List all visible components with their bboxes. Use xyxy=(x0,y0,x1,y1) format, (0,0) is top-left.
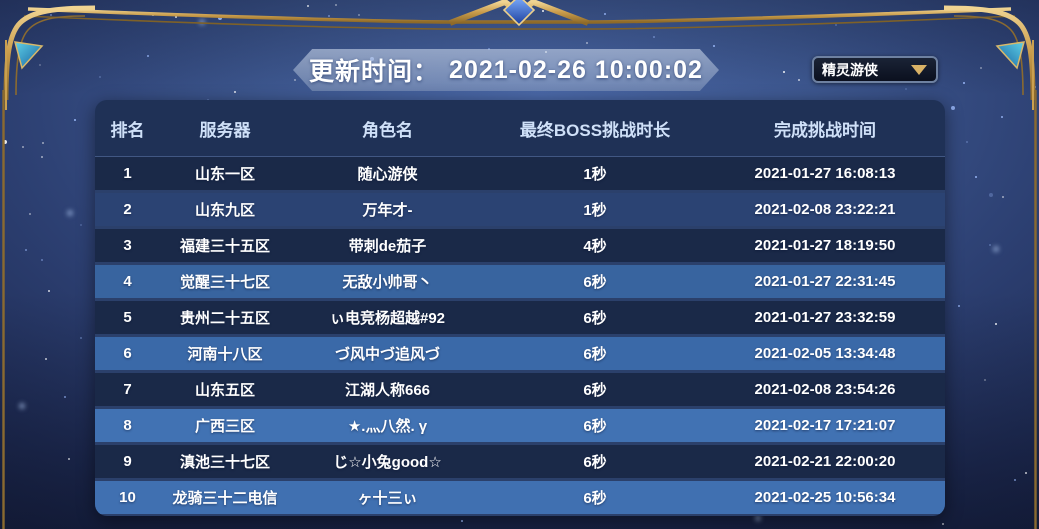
cell-finish-time: 2021-01-27 18:19:50 xyxy=(754,237,896,254)
frame-top-line xyxy=(27,7,1012,24)
cell-character: ★.灬八然. γ xyxy=(347,418,428,435)
cell-rank: 9 xyxy=(123,453,132,470)
table-row: 8 广西三区 ★.灬八然. γ 6秒 2021-02-17 17:21:07 xyxy=(95,409,945,442)
table-row: 4 觉醒三十七区 无敌小帅哥丶 6秒 2021-01-27 22:31:45 xyxy=(95,265,945,298)
update-time-value: 2021-02-26 10:00:02 xyxy=(449,55,703,84)
col-header-server: 服务器 xyxy=(199,120,251,140)
col-header-finish-time: 完成挑战时间 xyxy=(774,120,876,140)
cell-rank: 2 xyxy=(123,201,132,218)
cell-rank: 4 xyxy=(123,273,132,290)
cell-server: 山东五区 xyxy=(194,382,255,399)
starfield xyxy=(0,0,2,2)
cell-duration: 6秒 xyxy=(583,382,607,399)
table-row: 2 山东九区 万年才- 1秒 2021-02-08 23:22:21 xyxy=(95,193,945,226)
cell-server: 觉醒三十七区 xyxy=(179,274,270,291)
cell-finish-time: 2021-02-05 13:34:48 xyxy=(754,345,896,362)
cell-rank: 10 xyxy=(119,489,136,506)
cell-finish-time: 2021-02-17 17:21:07 xyxy=(754,417,896,434)
cell-duration: 1秒 xyxy=(583,202,607,219)
table-row: 7 山东五区 江湖人称666 6秒 2021-02-08 23:54:26 xyxy=(95,373,945,406)
cell-server: 河南十八区 xyxy=(187,346,263,363)
cell-server: 贵州二十五区 xyxy=(179,310,270,327)
cell-server: 山东一区 xyxy=(194,166,255,183)
cell-duration: 6秒 xyxy=(583,454,607,471)
update-time-banner: 更新时间： 2021-02-26 10:00:02 xyxy=(293,49,719,91)
cell-rank: 5 xyxy=(123,309,132,326)
cell-character: づ风中づ追风づ xyxy=(334,346,440,363)
cell-duration: 4秒 xyxy=(583,238,607,255)
cell-rank: 3 xyxy=(123,237,132,254)
table-row: 3 福建三十五区 带刺de茄子 4秒 2021-01-27 18:19:50 xyxy=(95,229,945,262)
table-body: 1 山东一区 随心游侠 1秒 2021-01-27 16:08:13 2 山东九… xyxy=(95,157,945,514)
cell-finish-time: 2021-02-08 23:22:21 xyxy=(754,201,896,218)
cell-character: 万年才- xyxy=(362,202,413,219)
leaderboard-panel: 排名 服务器 角色名 最终BOSS挑战时长 完成挑战时间 1 山东一区 随心游侠… xyxy=(95,100,945,516)
cell-server: 滇池三十七区 xyxy=(179,454,270,471)
cell-finish-time: 2021-01-27 22:31:45 xyxy=(754,273,896,290)
frame-corner-ornament xyxy=(2,5,96,529)
frame-center-chevron xyxy=(448,0,590,26)
dropdown-selected-value: 精灵游侠 xyxy=(822,61,878,78)
cell-character: ぃ电竞杨超越#92 xyxy=(329,310,446,327)
cell-character: 带刺de茄子 xyxy=(348,238,427,255)
table-row: 9 滇池三十七区 じ☆小兔good☆ 6秒 2021-02-21 22:00:2… xyxy=(95,445,945,478)
cell-finish-time: 2021-01-27 23:32:59 xyxy=(754,309,896,326)
center-gem-icon xyxy=(502,0,536,27)
cell-rank: 1 xyxy=(123,165,132,182)
cell-character: 无敌小帅哥丶 xyxy=(342,274,433,291)
cell-duration: 6秒 xyxy=(583,418,607,435)
class-filter-dropdown[interactable]: 精灵游侠 xyxy=(812,56,938,83)
cell-duration: 6秒 xyxy=(583,274,607,291)
cell-duration: 1秒 xyxy=(583,166,607,183)
col-header-rank: 排名 xyxy=(110,120,145,140)
cell-character: 随心游侠 xyxy=(357,166,418,183)
cell-character: 江湖人称666 xyxy=(344,382,431,399)
cell-character: じ☆小兔good☆ xyxy=(333,454,442,471)
cell-rank: 6 xyxy=(123,345,132,362)
table-row: 5 贵州二十五区 ぃ电竞杨超越#92 6秒 2021-01-27 23:32:5… xyxy=(95,301,945,334)
cell-finish-time: 2021-02-21 22:00:20 xyxy=(754,453,896,470)
cell-character: ヶ十三ぃ xyxy=(357,490,418,507)
cell-server: 龙骑三十二电信 xyxy=(172,490,278,507)
table-row: 6 河南十八区 づ风中づ追风づ 6秒 2021-02-05 13:34:48 xyxy=(95,337,945,370)
cell-rank: 8 xyxy=(123,417,132,434)
cell-rank: 7 xyxy=(123,381,132,398)
chevron-down-icon xyxy=(911,64,927,75)
table-row: 1 山东一区 随心游侠 1秒 2021-01-27 16:08:13 xyxy=(95,157,945,190)
cell-duration: 6秒 xyxy=(583,310,607,327)
table-header-row: 排名 服务器 角色名 最终BOSS挑战时长 完成挑战时间 xyxy=(95,100,945,157)
cell-server: 福建三十五区 xyxy=(179,238,270,255)
cell-finish-time: 2021-01-27 16:08:13 xyxy=(754,165,896,182)
frame-top-line-thin xyxy=(23,15,1016,30)
col-header-duration: 最终BOSS挑战时长 xyxy=(519,120,671,140)
cell-duration: 6秒 xyxy=(583,346,607,363)
cell-server: 广西三区 xyxy=(194,418,255,435)
cell-server: 山东九区 xyxy=(194,202,255,219)
update-time-label: 更新时间： xyxy=(309,58,440,86)
cell-duration: 6秒 xyxy=(583,490,607,507)
table-row: 10 龙骑三十二电信 ヶ十三ぃ 6秒 2021-02-25 10:56:34 xyxy=(95,481,945,514)
col-header-character: 角色名 xyxy=(362,120,413,140)
cell-finish-time: 2021-02-25 10:56:34 xyxy=(754,489,896,506)
cell-finish-time: 2021-02-08 23:54:26 xyxy=(754,381,896,398)
